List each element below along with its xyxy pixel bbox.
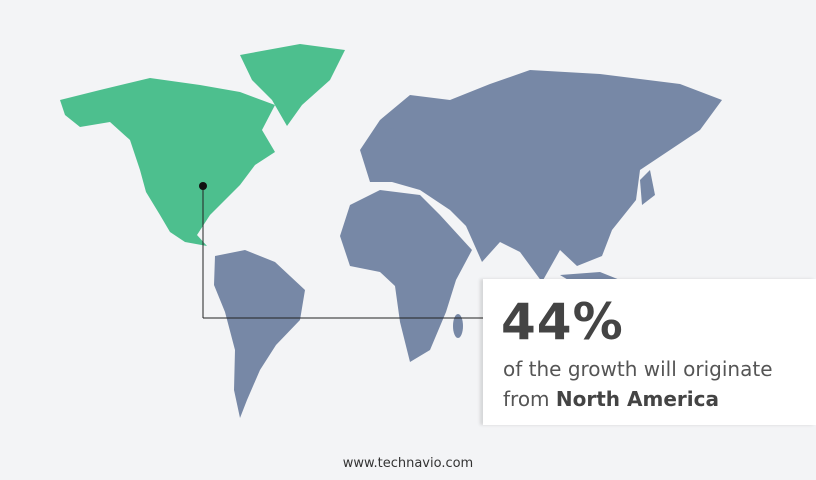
- callout-box: 44% of the growth will originate from No…: [483, 279, 816, 425]
- growth-percentage: 44%: [501, 293, 624, 351]
- greenland: [240, 44, 345, 126]
- callout-line-1: of the growth will originate: [503, 357, 773, 381]
- callout-prefix: from: [503, 387, 556, 411]
- footer-url: www.technavio.com: [342, 456, 474, 471]
- uk: [385, 128, 396, 148]
- africa: [340, 190, 472, 362]
- south-america: [214, 250, 305, 418]
- callout-line-2: from North America: [503, 387, 719, 411]
- callout-region: North America: [555, 387, 719, 411]
- location-marker: [199, 182, 207, 190]
- eurasia: [360, 70, 722, 282]
- japan: [640, 170, 655, 205]
- north-america: [60, 78, 275, 246]
- madagascar: [453, 314, 463, 338]
